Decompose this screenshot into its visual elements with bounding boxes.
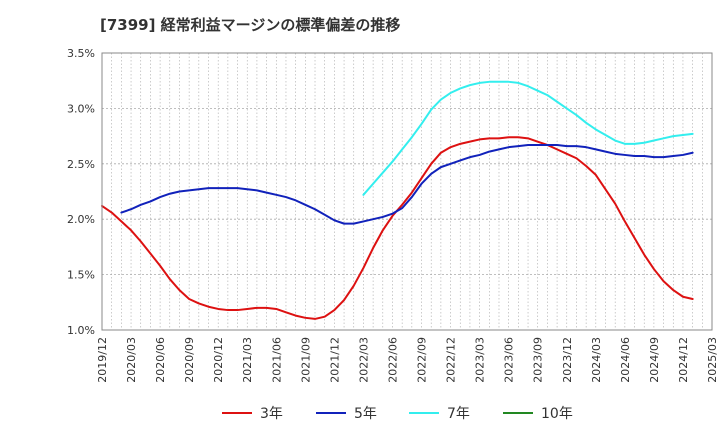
legend: 3年 5年 7年 10年 (222, 406, 573, 422)
y-tick-label: 3.0% (67, 102, 95, 115)
plot-frame (101, 52, 713, 331)
x-axis-ticks: 2019/12 2020/03 2020/06 2020/09 2020/12 2021/… (96, 337, 719, 383)
x-tick-label: 2019/12 (96, 337, 109, 383)
chart-title: [7399] 経常利益マージンの標準偏差の推移 (100, 16, 401, 34)
legend-label: 7年 (447, 406, 470, 422)
y-tick-label: 2.5% (67, 158, 95, 171)
x-tick-label: 2025/03 (706, 337, 719, 383)
x-tick-label: 2021/12 (328, 337, 341, 383)
legend-item: 7年 (409, 406, 470, 422)
series-line-7年 (362, 80, 694, 196)
legend-item: 5年 (316, 406, 377, 422)
legend-label: 3年 (260, 406, 283, 422)
legend-label: 5年 (354, 406, 377, 422)
legend-item: 3年 (222, 406, 283, 422)
x-tick-label: 2024/12 (677, 337, 690, 383)
y-tick-label: 1.0% (67, 324, 95, 337)
legend-item: 10年 (503, 406, 573, 422)
x-tick-label: 2022/12 (445, 337, 458, 383)
x-tick-label: 2021/06 (270, 337, 283, 383)
series-line-5年 (120, 143, 694, 225)
x-tick-label: 2023/12 (561, 337, 574, 383)
y-axis-ticks: 1.0% 1.5% 2.0% 2.5% 3.0% 3.5% (67, 47, 95, 337)
legend-label: 10年 (541, 406, 573, 422)
y-tick-label: 3.5% (67, 47, 95, 60)
x-tick-label: 2022/09 (416, 337, 429, 383)
series-lines (101, 80, 694, 320)
y-tick-label: 1.5% (67, 269, 95, 282)
x-tick-label: 2023/06 (503, 337, 516, 383)
x-tick-label: 2024/09 (648, 337, 661, 383)
x-tick-label: 2020/09 (183, 337, 196, 383)
x-tick-label: 2022/06 (386, 337, 399, 383)
x-tick-label: 2022/03 (357, 337, 370, 383)
x-tick-label: 2023/03 (474, 337, 487, 383)
x-tick-label: 2020/06 (154, 337, 167, 383)
series-line-3年 (101, 136, 694, 320)
x-tick-label: 2023/09 (532, 337, 545, 383)
grid (102, 52, 712, 331)
x-tick-label: 2024/06 (619, 337, 632, 383)
x-tick-label: 2021/03 (241, 337, 254, 383)
x-tick-label: 2024/03 (590, 337, 603, 383)
x-tick-label: 2020/03 (125, 337, 138, 383)
y-tick-label: 2.0% (67, 213, 95, 226)
x-tick-label: 2021/09 (299, 337, 312, 383)
x-tick-label: 2020/12 (212, 337, 225, 383)
